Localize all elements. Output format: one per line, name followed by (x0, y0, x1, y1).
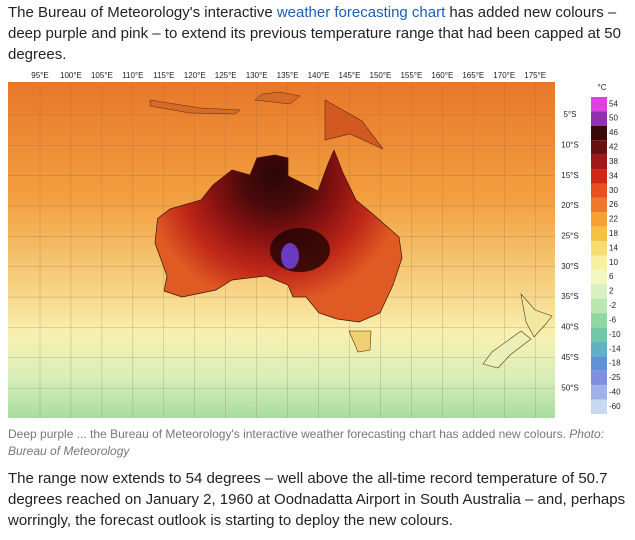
legend-swatch (591, 125, 607, 141)
legend-swatch (591, 327, 607, 342)
longitude-label: 145°E (339, 71, 361, 80)
legend-label: 38 (609, 157, 618, 166)
legend-unit: °C (598, 83, 607, 92)
legend-label: 18 (609, 229, 618, 238)
longitude-label: 130°E (246, 71, 268, 80)
legend-swatch (591, 183, 607, 198)
legend-swatch (591, 154, 607, 170)
legend-label: 14 (609, 243, 618, 252)
legend-swatch (591, 241, 607, 256)
land (254, 91, 301, 105)
legend-swatch (591, 169, 607, 184)
latitude-label: 20°S (561, 201, 578, 210)
legend-label: 6 (609, 272, 614, 281)
legend-label: 30 (609, 186, 618, 195)
body-text: The range now extends to 54 degrees – we… (8, 470, 626, 529)
map-image: °C 95°E 100°E 105°E 110°E 115°E 120°E 125°E 130… (8, 71, 621, 418)
legend-swatch (591, 284, 607, 299)
longitude-label: 140°E (308, 71, 330, 80)
longitude-label: 135°E (277, 71, 299, 80)
legend-label: -25 (609, 373, 621, 382)
legend-swatch (591, 399, 607, 414)
legend-label: 34 (609, 171, 618, 180)
photo-credit: Photo: Bureau of Meteorology (8, 427, 604, 458)
nz-north (520, 292, 553, 338)
chart-link[interactable]: weather forecasting chart (276, 4, 446, 21)
purple-zone (281, 243, 299, 269)
legend-label: 42 (609, 143, 618, 152)
legend-swatch (591, 370, 607, 386)
nz-south (482, 330, 532, 369)
legend-swatch (591, 97, 607, 112)
legend-swatch (591, 356, 607, 371)
latitude-label: 15°S (561, 171, 578, 180)
latitude-label: 35°S (561, 292, 578, 301)
legend-swatch (591, 197, 607, 213)
latitude-label: 30°S (561, 262, 578, 271)
legend-label: 26 (609, 200, 618, 209)
legend-label: 22 (609, 215, 618, 224)
legend-label: 54 (609, 99, 618, 108)
legend-swatch (591, 385, 607, 400)
intro-text: has added new colours – deep purple and … (8, 4, 621, 63)
legend-swatch (591, 226, 607, 242)
longitude-label: 100°E (60, 71, 82, 80)
tasmania (348, 330, 372, 353)
latitude-label: 50°S (561, 383, 578, 392)
legend-label: 46 (609, 128, 618, 137)
legend-label: -18 (609, 359, 621, 368)
longitude-label: 95°E (31, 71, 48, 80)
legend-swatch (591, 212, 607, 227)
longitude-label: 150°E (370, 71, 392, 80)
longitude-label: 115°E (153, 71, 174, 80)
latitude-label: 25°S (561, 232, 578, 241)
longitude-label: 165°E (462, 71, 484, 80)
longitude-label: 175°E (524, 71, 546, 80)
legend-label: -6 (609, 315, 617, 324)
latitude-label: 40°S (561, 323, 578, 332)
heat-core (270, 228, 330, 272)
legend-swatch (591, 313, 607, 328)
legend-swatch (591, 255, 607, 270)
legend-swatch (591, 341, 607, 357)
legend-label: -60 (609, 402, 621, 411)
legend-label: -10 (609, 330, 621, 339)
legend-label: -40 (609, 387, 621, 396)
legend-label: -14 (609, 344, 621, 353)
longitude-label: 110°E (122, 71, 143, 80)
legend-swatch (591, 140, 607, 155)
caption-text: Deep purple ... the Bureau of Meteorolog… (8, 427, 570, 441)
land (324, 99, 384, 150)
caption: Deep purple ... the Bureau of Meteorolog… (8, 426, 623, 460)
longitude-label: 170°E (493, 71, 515, 80)
longitude-label: 155°E (400, 71, 422, 80)
land (149, 99, 241, 115)
legend-swatch (591, 269, 607, 285)
legend-label: 10 (609, 258, 618, 267)
latitude-label: 5°S (564, 110, 577, 119)
intro-text: The Bureau of Meteorology's interactive (8, 4, 277, 21)
legend-label: 50 (609, 114, 618, 123)
legend-label: 2 (609, 287, 614, 296)
latitude-label: 10°S (561, 140, 578, 149)
legend-swatch (591, 298, 607, 314)
longitude-label: 105°E (91, 71, 113, 80)
longitude-label: 120°E (184, 71, 206, 80)
longitude-label: 160°E (431, 71, 453, 80)
legend-label: -2 (609, 301, 617, 310)
longitude-label: 125°E (215, 71, 237, 80)
intro: The Bureau of Meteorology's interactive … (8, 2, 630, 65)
latitude-label: 45°S (561, 353, 578, 362)
legend-swatch (591, 111, 607, 126)
